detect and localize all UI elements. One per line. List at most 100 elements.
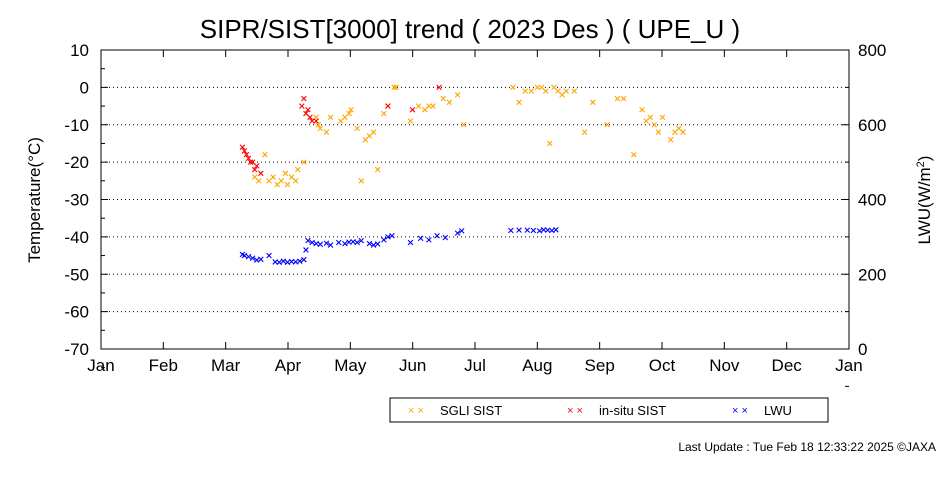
data-point-stroke — [393, 84, 399, 91]
data-point-stroke — [436, 84, 442, 91]
data-point — [374, 166, 381, 173]
data-point — [239, 144, 246, 150]
data-point — [313, 240, 319, 247]
data-point — [284, 259, 291, 266]
data-point-stroke — [315, 121, 322, 128]
data-point-stroke — [655, 129, 662, 136]
y-axis-label-right-main: LWU(W/m — [915, 167, 934, 244]
data-point — [442, 234, 449, 241]
data-point — [245, 253, 252, 260]
data-point — [415, 103, 422, 109]
data-point — [270, 174, 276, 180]
data-point-stroke — [313, 118, 319, 124]
data-point-stroke — [323, 129, 330, 136]
data-point — [454, 230, 461, 236]
data-point-stroke — [426, 103, 432, 109]
y-axis-label-right: LWU(W/m2) — [915, 156, 934, 245]
data-point — [280, 258, 287, 264]
legend-box — [389, 397, 829, 423]
data-point — [614, 95, 621, 102]
data-point-stroke — [551, 84, 557, 91]
data-point-stroke — [241, 252, 248, 259]
data-point-stroke — [245, 155, 252, 162]
data-point — [434, 232, 440, 239]
data-point — [385, 234, 391, 240]
x-tick-label: Mar — [211, 356, 241, 375]
y-tick-label-right: 400 — [858, 191, 886, 210]
data-point — [374, 241, 381, 247]
data-point-stroke — [426, 237, 432, 243]
data-point-stroke — [547, 140, 553, 147]
data-point-stroke — [407, 239, 414, 246]
data-point-stroke — [510, 84, 516, 91]
data-point-stroke — [370, 129, 377, 136]
data-point-stroke — [659, 114, 666, 121]
data-point — [631, 151, 637, 158]
data-point — [667, 136, 674, 143]
data-point-stroke — [680, 129, 686, 136]
legend: × × SGLI SIST × × in-situ SIST × × LWU — [389, 397, 829, 423]
data-point — [440, 95, 447, 102]
data-point — [381, 237, 387, 243]
data-point — [590, 99, 596, 106]
data-point — [354, 125, 360, 132]
data-point-stroke — [239, 144, 246, 150]
x-tick-label: Jan — [87, 356, 114, 375]
data-point-stroke — [528, 88, 535, 94]
data-point-stroke — [251, 166, 258, 173]
data-point-stroke — [317, 241, 324, 248]
grid-lines — [101, 86, 849, 313]
data-point-stroke — [305, 107, 311, 113]
data-point — [549, 227, 555, 234]
data-point — [547, 140, 553, 147]
data-point — [282, 170, 289, 177]
data-point — [309, 118, 315, 124]
data-point — [604, 121, 610, 128]
data-point — [249, 255, 256, 261]
data-point — [458, 228, 465, 234]
data-point-stroke — [245, 253, 252, 260]
last-update-footer: Last Update : Tue Feb 18 12:33:22 2025 ©… — [678, 440, 936, 454]
legend-marker-lwu: × × — [732, 405, 748, 417]
y-tick-label-right: 600 — [858, 116, 886, 135]
data-point-stroke — [296, 258, 303, 264]
data-point-stroke — [292, 259, 299, 265]
data-point-stroke — [614, 95, 621, 102]
y-tick-label-left: -70 — [64, 340, 89, 359]
data-point — [276, 259, 283, 266]
data-point-stroke — [284, 181, 291, 188]
data-point-stroke — [249, 255, 256, 261]
data-point — [542, 88, 549, 94]
data-point-stroke — [391, 84, 397, 91]
y-tick-label-left: -50 — [64, 265, 89, 284]
y-axis-label-right-sup: 2 — [915, 161, 927, 167]
data-point-stroke — [458, 228, 465, 234]
data-point — [301, 256, 307, 263]
data-point — [534, 84, 541, 91]
data-point — [522, 88, 528, 94]
data-point-stroke — [407, 118, 414, 124]
data-point-stroke — [307, 114, 313, 121]
data-point — [370, 129, 377, 136]
data-point — [309, 239, 315, 246]
data-point-stroke — [266, 252, 272, 259]
data-point-stroke — [647, 114, 654, 121]
data-point — [536, 228, 543, 234]
data-point — [350, 238, 356, 245]
data-point-stroke — [299, 103, 305, 109]
data-point-stroke — [571, 88, 578, 94]
data-point — [284, 181, 291, 188]
data-point-stroke — [516, 227, 522, 233]
data-point-stroke — [335, 239, 342, 246]
data-point-stroke — [258, 170, 264, 177]
data-point — [241, 252, 248, 259]
data-point-stroke — [434, 232, 440, 239]
data-point-stroke — [446, 99, 453, 106]
data-point-stroke — [442, 234, 449, 241]
data-point — [247, 159, 254, 165]
data-point-stroke — [241, 148, 248, 154]
data-point-stroke — [243, 151, 250, 158]
data-point-stroke — [253, 257, 260, 263]
data-point — [323, 129, 330, 136]
x-tick-label: Apr — [275, 356, 302, 375]
